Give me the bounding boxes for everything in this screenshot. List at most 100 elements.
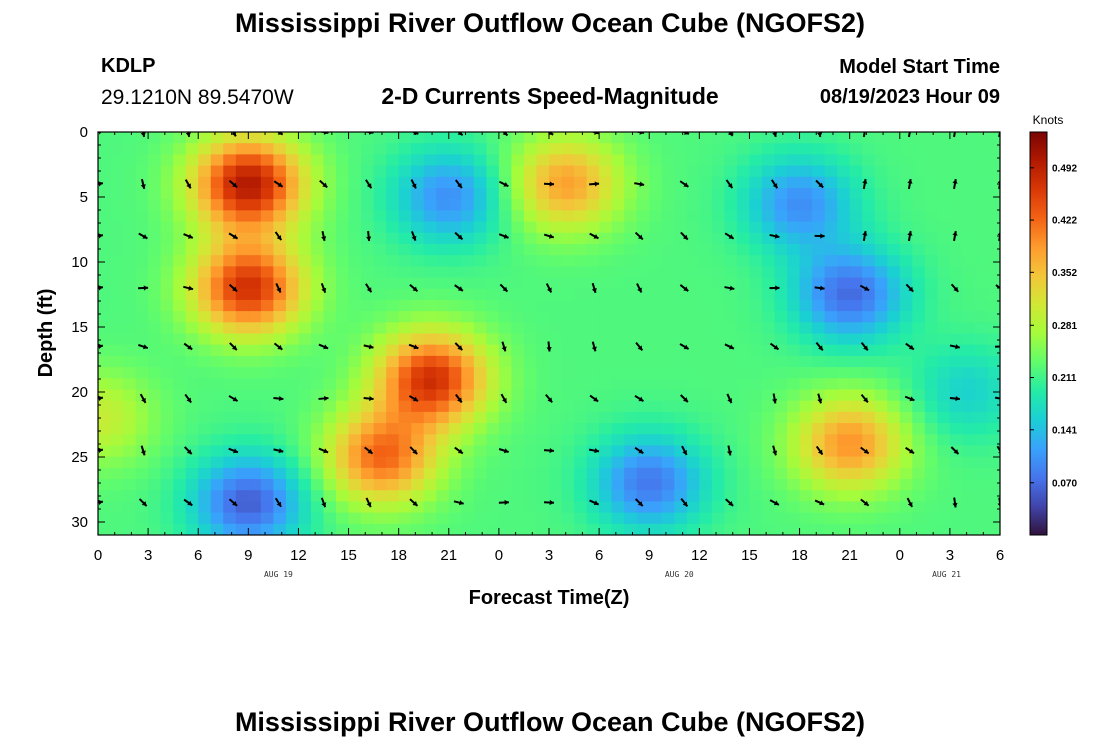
heatmap-cell: [348, 154, 362, 167]
heatmap-cell: [448, 143, 462, 155]
heatmap-cell: [536, 187, 550, 200]
heatmap-cell: [160, 277, 174, 290]
heatmap-cell: [674, 490, 688, 503]
current-arrow-head: [457, 345, 463, 351]
heatmap-cell: [473, 165, 487, 178]
heatmap-cell: [899, 501, 913, 514]
heatmap-cell: [724, 333, 738, 346]
heatmap-cell: [561, 456, 575, 469]
heatmap-cell: [473, 299, 487, 312]
heatmap-cell: [273, 199, 287, 211]
heatmap-cell: [160, 344, 174, 357]
heatmap-cell: [473, 132, 487, 144]
heatmap-cell: [461, 311, 475, 323]
heatmap-cell: [423, 243, 437, 256]
heatmap-cell: [824, 456, 838, 469]
heatmap-cell: [210, 165, 224, 178]
heatmap-cell: [448, 423, 462, 435]
current-arrow-shaft: [907, 132, 911, 138]
heatmap-cell: [749, 512, 763, 525]
heatmap-cell: [135, 187, 149, 200]
heatmap-cell: [310, 132, 325, 144]
heatmap-cell: [636, 523, 650, 535]
heatmap-cell: [285, 277, 300, 290]
heatmap-cell: [473, 210, 487, 223]
heatmap-cell: [373, 243, 387, 256]
heatmap-cell: [536, 288, 550, 301]
heatmap-cell: [273, 266, 287, 279]
heatmap-cell: [98, 479, 112, 491]
heatmap-cell: [248, 299, 262, 312]
heatmap-cell: [198, 467, 212, 480]
heatmap-cell: [160, 378, 174, 391]
heatmap-cell: [736, 243, 751, 256]
heatmap-cell: [636, 389, 650, 402]
heatmap-cell: [110, 355, 124, 368]
heatmap-cell: [812, 333, 826, 346]
heatmap-cell: [473, 176, 487, 189]
heatmap-cell: [949, 355, 964, 368]
heatmap-cell: [636, 479, 650, 491]
heatmap-cell: [549, 434, 563, 447]
heatmap-cell: [837, 411, 851, 424]
heatmap-cell: [599, 255, 613, 267]
heatmap-cell: [812, 210, 826, 223]
heatmap-cell: [148, 288, 162, 301]
heatmap-cell: [398, 154, 412, 167]
heatmap-cell: [624, 445, 638, 458]
heatmap-cell: [310, 467, 325, 480]
heatmap-cell: [523, 333, 538, 346]
heatmap-cell: [461, 344, 475, 357]
heatmap-cell: [611, 132, 625, 144]
heatmap-cell: [711, 187, 725, 200]
heatmap-cell: [273, 456, 287, 469]
heatmap-cell: [448, 210, 462, 223]
heatmap-cell: [862, 176, 876, 189]
heatmap-cell: [348, 199, 362, 211]
current-arrow-head: [187, 500, 193, 506]
heatmap-cell: [661, 423, 675, 435]
heatmap-cell: [123, 411, 137, 424]
heatmap-cell: [649, 400, 663, 413]
heatmap-cell: [749, 221, 763, 234]
heatmap-cell: [461, 322, 475, 335]
heatmap-cell: [448, 221, 462, 234]
heatmap-cell: [699, 333, 713, 346]
heatmap-cell: [874, 490, 888, 503]
current-arrow-head: [188, 285, 194, 291]
heatmap-cell: [812, 523, 826, 535]
heatmap-cell: [849, 143, 863, 155]
heatmap-cell: [912, 400, 926, 413]
heatmap-cell: [586, 243, 600, 256]
heatmap-cell: [386, 523, 400, 535]
heatmap-cell: [937, 411, 951, 424]
heatmap-cell: [812, 512, 826, 525]
heatmap-cell: [724, 344, 738, 357]
heatmap-cell: [486, 355, 500, 368]
heatmap-cell: [787, 143, 801, 155]
heatmap-cell: [448, 355, 462, 368]
heatmap-cell: [924, 501, 938, 514]
heatmap-cell: [736, 333, 751, 346]
heatmap-cell: [461, 187, 475, 200]
heatmap-cell: [210, 411, 224, 424]
heatmap-cell: [661, 400, 675, 413]
heatmap-cell: [536, 311, 550, 323]
heatmap-cell: [749, 490, 763, 503]
heatmap-cell: [787, 322, 801, 335]
heatmap-cell: [974, 523, 989, 535]
heatmap-cell: [185, 344, 199, 357]
x-tick-label: 3: [946, 547, 954, 564]
heatmap-cell: [586, 165, 600, 178]
heatmap-cell: [862, 367, 876, 379]
heatmap-cell: [298, 423, 312, 435]
heatmap-cell: [899, 232, 913, 245]
heatmap-cell: [210, 400, 224, 413]
heatmap-cell: [260, 210, 274, 223]
heatmap-cell: [486, 243, 500, 256]
heatmap-cell: [862, 434, 876, 447]
heatmap-cell: [336, 232, 350, 245]
heatmap-cell: [924, 322, 938, 335]
heatmap-cell: [699, 210, 713, 223]
heatmap-cell: [824, 445, 838, 458]
